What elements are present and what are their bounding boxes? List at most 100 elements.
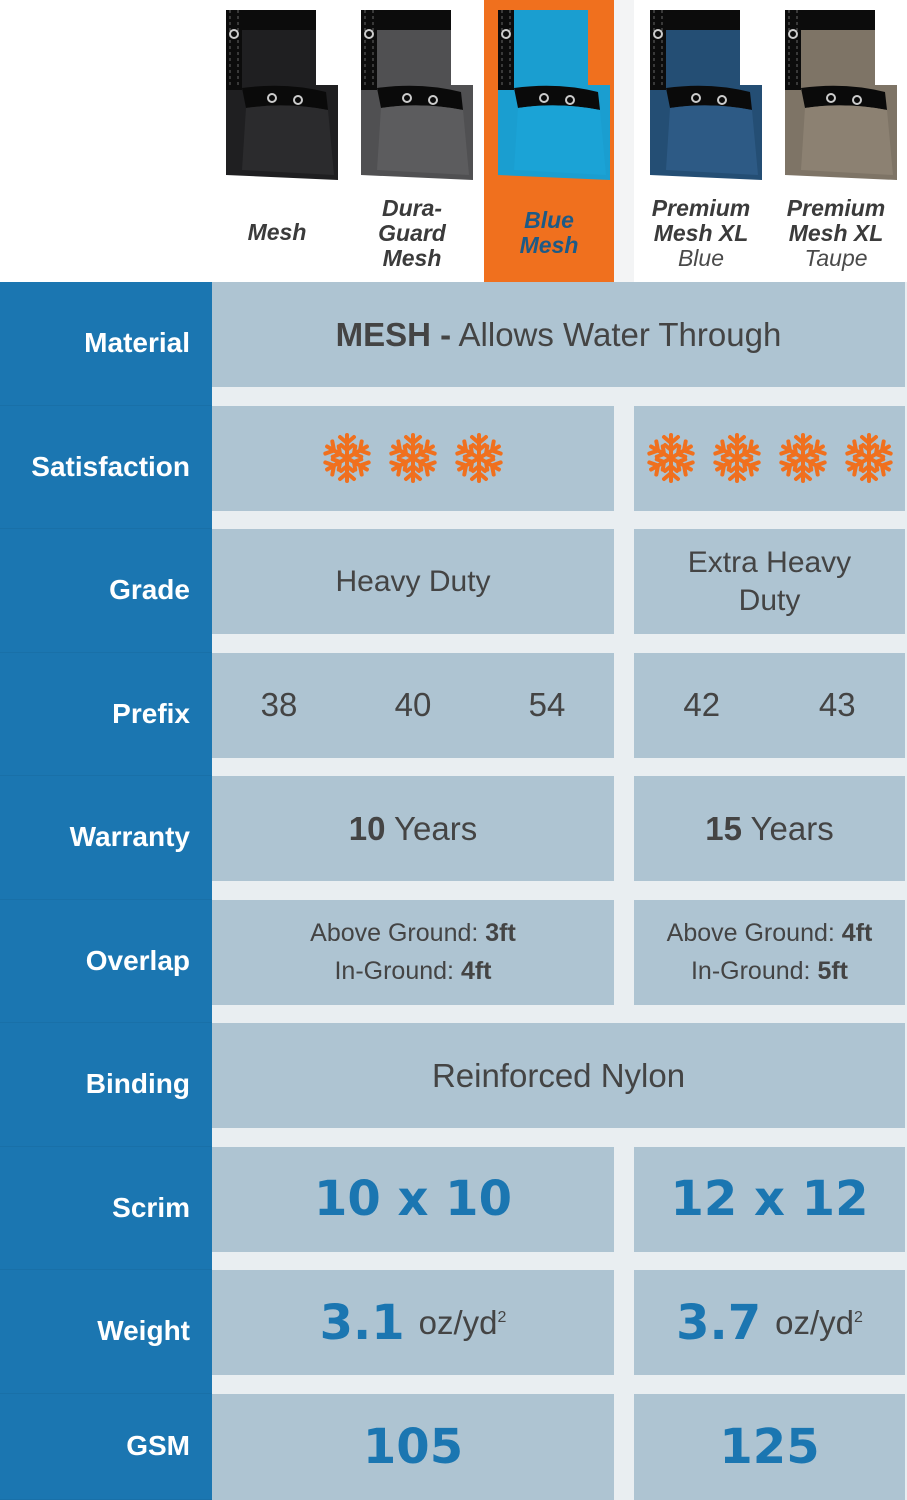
row-label-text: Satisfaction xyxy=(31,450,190,482)
row-label: Binding xyxy=(0,1023,212,1147)
row-overlap: Overlap Above Ground: 3ft In-Ground: 4ft… xyxy=(0,899,907,1023)
product-header: Mesh Dura- Guard Mesh xyxy=(0,0,907,282)
column-premium-blue-name: Premium Mesh XL Blue xyxy=(636,196,766,271)
grade-left-value: Heavy Duty xyxy=(335,564,491,598)
premium-blue-swatch-icon xyxy=(650,10,762,180)
overlap-label: Above Ground: xyxy=(666,919,835,947)
snowflake-icon xyxy=(712,433,761,483)
row-label-text: GSM xyxy=(126,1430,190,1462)
weight-left-cell: 3.1 oz/yd2 xyxy=(212,1270,614,1375)
gsm-left-value: 105 xyxy=(362,1418,464,1475)
row-scrim: Scrim 10 x 10 12 x 12 xyxy=(0,1146,907,1270)
weight-unit: oz/yd2 xyxy=(775,1304,863,1342)
scrim-right-cell: 12 x 12 xyxy=(634,1146,905,1252)
row-label-text: Overlap xyxy=(85,944,190,976)
row-satisfaction: Satisfaction xyxy=(0,405,907,529)
grade-right-cell: Extra Heavy Duty xyxy=(634,529,905,634)
weight-unit: oz/yd2 xyxy=(419,1304,507,1342)
material-value: MESH - Allows Water Through xyxy=(336,316,782,354)
snowflake-icon xyxy=(389,433,437,483)
material-strong: MESH - xyxy=(335,315,452,353)
overlap-left-cell: Above Ground: 3ft In-Ground: 4ft xyxy=(212,899,614,1005)
overlap-label: In-Ground: xyxy=(334,957,454,985)
grade-left-cell: Heavy Duty xyxy=(212,529,614,634)
overlap-in-ground: In-Ground: 4ft xyxy=(310,952,516,990)
column-premium-mesh-xl-blue: Premium Mesh XL Blue xyxy=(636,0,766,282)
snowflake-icon xyxy=(646,433,695,483)
prefix-value: 42 xyxy=(683,686,721,723)
warranty-right-value: 15 Years xyxy=(705,810,833,848)
column-premium-taupe-name: Premium Mesh XL Taupe xyxy=(771,196,901,271)
row-weight: Weight 3.1 oz/yd2 3.7 oz/yd2 xyxy=(0,1270,907,1394)
row-material: Material MESH - Allows Water Through xyxy=(0,282,907,406)
prefix-value: 40 xyxy=(394,686,432,723)
binding-value: Reinforced Nylon xyxy=(431,1056,686,1094)
color-variant: Taupe xyxy=(804,245,868,271)
row-label-text: Scrim xyxy=(112,1191,190,1223)
weight-unit-text: oz/yd xyxy=(418,1303,498,1341)
weight-unit-exponent: 2 xyxy=(497,1308,507,1326)
row-label-text: Prefix xyxy=(112,697,190,729)
material-cell: MESH - Allows Water Through xyxy=(212,282,905,387)
row-label: Prefix xyxy=(0,652,212,776)
overlap-value: 3ft xyxy=(485,919,516,947)
row-label: Scrim xyxy=(0,1146,212,1270)
column-blue-mesh: Blue Mesh xyxy=(484,0,614,282)
overlap-right-cell: Above Ground: 4ft In-Ground: 5ft xyxy=(634,899,905,1005)
satisfaction-rating xyxy=(321,432,505,484)
blue-mesh-swatch-icon xyxy=(498,10,610,180)
color-variant: Blue xyxy=(677,245,725,271)
overlap-in-ground: In-Ground: 5ft xyxy=(667,952,873,990)
name-line: Mesh XL xyxy=(653,220,749,246)
name-line: Guard xyxy=(378,220,446,246)
weight-unit-exponent: 2 xyxy=(854,1308,863,1326)
row-label: Satisfaction xyxy=(0,405,212,529)
satisfaction-left-cell xyxy=(212,405,614,511)
scrim-left-value: 10 x 10 xyxy=(314,1171,512,1227)
row-label: Material xyxy=(0,282,212,406)
gsm-right-value: 125 xyxy=(719,1418,820,1475)
column-dura-guard-mesh: Dura- Guard Mesh xyxy=(347,0,477,282)
scrim-right-value: 12 x 12 xyxy=(670,1171,869,1227)
scrim-left-cell: 10 x 10 xyxy=(212,1146,614,1252)
prefix-left-cell: 38 40 54 xyxy=(212,652,614,758)
row-label-text: Warranty xyxy=(69,821,190,853)
overlap-above-ground: Above Ground: 3ft xyxy=(310,914,516,952)
prefix-right-cell: 42 43 xyxy=(634,652,905,758)
overlap-right-values: Above Ground: 4ft In-Ground: 5ft xyxy=(667,914,873,990)
weight-right-value: 3.7 xyxy=(676,1294,762,1351)
warranty-years-number: 10 xyxy=(348,809,386,847)
overlap-value: 4ft xyxy=(460,957,492,985)
name-line: Premium xyxy=(786,195,886,221)
binding-cell: Reinforced Nylon xyxy=(212,1023,905,1128)
overlap-value: 4ft xyxy=(841,919,873,947)
row-binding: Binding Reinforced Nylon xyxy=(0,1023,907,1147)
name-line: Blue xyxy=(524,207,574,233)
prefix-value: 43 xyxy=(818,686,856,723)
satisfaction-rating xyxy=(645,432,895,484)
warranty-years-unit: Years xyxy=(394,809,478,847)
name-line: Dura- xyxy=(381,195,443,221)
material-text: Allows Water Through xyxy=(458,315,782,353)
name-line: Mesh xyxy=(519,232,579,258)
row-label-text: Grade xyxy=(109,574,190,606)
grade-right-value: Extra Heavy Duty xyxy=(687,545,852,617)
prefix-value: 38 xyxy=(260,686,298,723)
row-label-text: Material xyxy=(84,327,190,359)
dura-guard-swatch-icon xyxy=(361,10,473,180)
weight-unit-text: oz/yd xyxy=(775,1303,854,1341)
snowflake-icon xyxy=(778,433,827,483)
overlap-value: 5ft xyxy=(817,957,849,985)
weight-right-cell: 3.7 oz/yd2 xyxy=(634,1270,905,1375)
prefix-list: 38 40 54 xyxy=(212,686,614,724)
overlap-label: Above Ground: xyxy=(310,919,479,947)
row-gsm: GSM 105 125 xyxy=(0,1393,907,1500)
satisfaction-right-cell xyxy=(634,405,905,511)
prefix-value: 54 xyxy=(528,686,566,723)
column-premium-mesh-xl-taupe: Premium Mesh XL Taupe xyxy=(771,0,901,282)
row-warranty: Warranty 10 Years 15 Years xyxy=(0,776,907,900)
column-mesh: Mesh xyxy=(212,0,342,282)
column-mesh-name: Mesh xyxy=(247,219,307,245)
snowflake-icon xyxy=(844,433,893,483)
row-label: Grade xyxy=(0,529,212,653)
